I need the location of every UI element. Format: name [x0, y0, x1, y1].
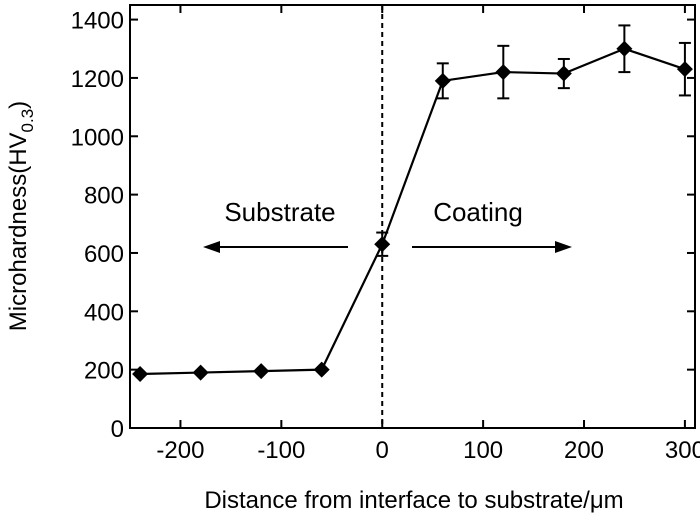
data-point — [555, 65, 572, 82]
y-axis: 0 200 400 600 800 1000 1200 1400 — [71, 8, 695, 443]
x-tick-label: -100 — [257, 437, 305, 464]
y-tick-label: 1000 — [71, 124, 124, 151]
y-axis-title-subscript: 0.3 — [18, 109, 37, 133]
x-axis: -200 -100 0 100 200 300 — [156, 5, 700, 464]
y-tick-label: 1400 — [71, 8, 124, 35]
coating-label: Coating — [433, 197, 523, 227]
x-tick-label: 100 — [463, 437, 503, 464]
series-line — [140, 47, 686, 376]
y-tick-label: 600 — [84, 241, 124, 268]
x-tick-label: 0 — [376, 437, 389, 464]
x-axis-title: Distance from interface to substrate/μm — [204, 487, 623, 514]
data-point — [132, 366, 149, 383]
y-tick-label: 400 — [84, 299, 124, 326]
y-axis-title-main: Microhardness(HV — [5, 132, 32, 331]
x-tick-label: 200 — [564, 437, 604, 464]
substrate-arrow-head — [203, 241, 220, 253]
data-point — [374, 236, 391, 253]
data-point — [192, 364, 209, 381]
y-tick-label: 0 — [111, 416, 124, 443]
x-tick-label: 300 — [665, 437, 700, 464]
y-axis-title-close: ) — [5, 101, 32, 109]
data-point — [616, 40, 633, 57]
data-point — [253, 363, 270, 380]
y-axis-title: Microhardness(HV0.3) — [5, 101, 37, 331]
data-point — [495, 64, 512, 81]
series-group — [132, 24, 693, 383]
annotations: Substrate Coating — [203, 197, 572, 253]
x-tick-label: -200 — [156, 437, 204, 464]
plot-border — [129, 4, 696, 429]
plot-area — [129, 4, 696, 429]
y-tick-label: 200 — [84, 358, 124, 385]
data-point — [676, 61, 693, 78]
data-point — [434, 72, 451, 89]
y-tick-label: 800 — [84, 183, 124, 210]
y-tick-label: 1200 — [71, 66, 124, 93]
coating-arrow-head — [555, 241, 572, 253]
substrate-label: Substrate — [224, 197, 335, 227]
data-point — [313, 361, 330, 378]
